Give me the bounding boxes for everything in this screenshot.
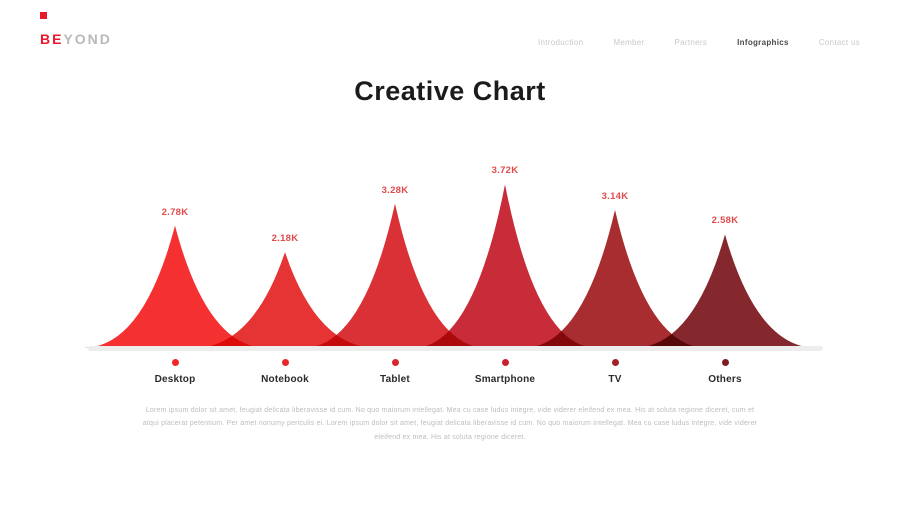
brand-name-light: YOND bbox=[63, 31, 112, 47]
category-label-tablet: Tablet bbox=[380, 374, 410, 385]
nav-item-introduction[interactable]: Introduction bbox=[537, 38, 584, 47]
brand-name-bold: BE bbox=[40, 31, 64, 47]
page-title: Creative Chart bbox=[354, 76, 546, 106]
top-nav: Introduction Member Partners Infographic… bbox=[538, 38, 860, 47]
value-label-tv: 3.14K bbox=[601, 190, 629, 202]
category-dot-desktop bbox=[171, 359, 179, 366]
brand-logo: BEYOND bbox=[40, 12, 112, 49]
nav-item-infographics[interactable]: Infographics bbox=[737, 38, 789, 47]
value-label-tablet: 3.28K bbox=[381, 184, 409, 196]
logo-square-icon bbox=[40, 12, 47, 19]
category-label-others: Others bbox=[708, 374, 742, 385]
value-label-desktop: 2.78K bbox=[161, 206, 189, 218]
nav-item-partners[interactable]: Partners bbox=[674, 38, 708, 47]
peak-shape-notebook bbox=[193, 252, 377, 348]
category-label-desktop: Desktop bbox=[154, 374, 196, 385]
description-text: Lorem ipsum dolor sit amet, feugiat deli… bbox=[142, 407, 758, 441]
nav-item-member[interactable]: Member bbox=[613, 38, 645, 47]
header: BEYOND Introduction Member Partners Info… bbox=[0, 0, 900, 60]
chart-baseline bbox=[88, 346, 823, 351]
peak-shape-tv bbox=[523, 209, 707, 348]
peak-shape-others bbox=[633, 234, 817, 348]
value-label-others: 2.58K bbox=[711, 215, 739, 227]
category-dot-tv bbox=[611, 359, 619, 366]
nav-item-contact-us[interactable]: Contact us bbox=[818, 38, 860, 47]
peak-shape-tablet bbox=[303, 203, 487, 348]
category-dot-notebook bbox=[281, 359, 289, 366]
peak-shape-smartphone bbox=[413, 184, 597, 348]
value-label-notebook: 2.18K bbox=[271, 233, 299, 245]
category-dot-smartphone bbox=[501, 359, 509, 366]
category-dot-others bbox=[721, 359, 729, 366]
brand-name: BEYOND bbox=[40, 31, 112, 47]
category-label-smartphone: Smartphone bbox=[474, 374, 536, 385]
category-dot-tablet bbox=[391, 359, 399, 366]
value-label-smartphone: 3.72K bbox=[491, 165, 519, 177]
category-label-tv: TV bbox=[608, 374, 622, 385]
category-label-notebook: Notebook bbox=[261, 374, 309, 385]
peak-shape-desktop bbox=[83, 225, 267, 348]
